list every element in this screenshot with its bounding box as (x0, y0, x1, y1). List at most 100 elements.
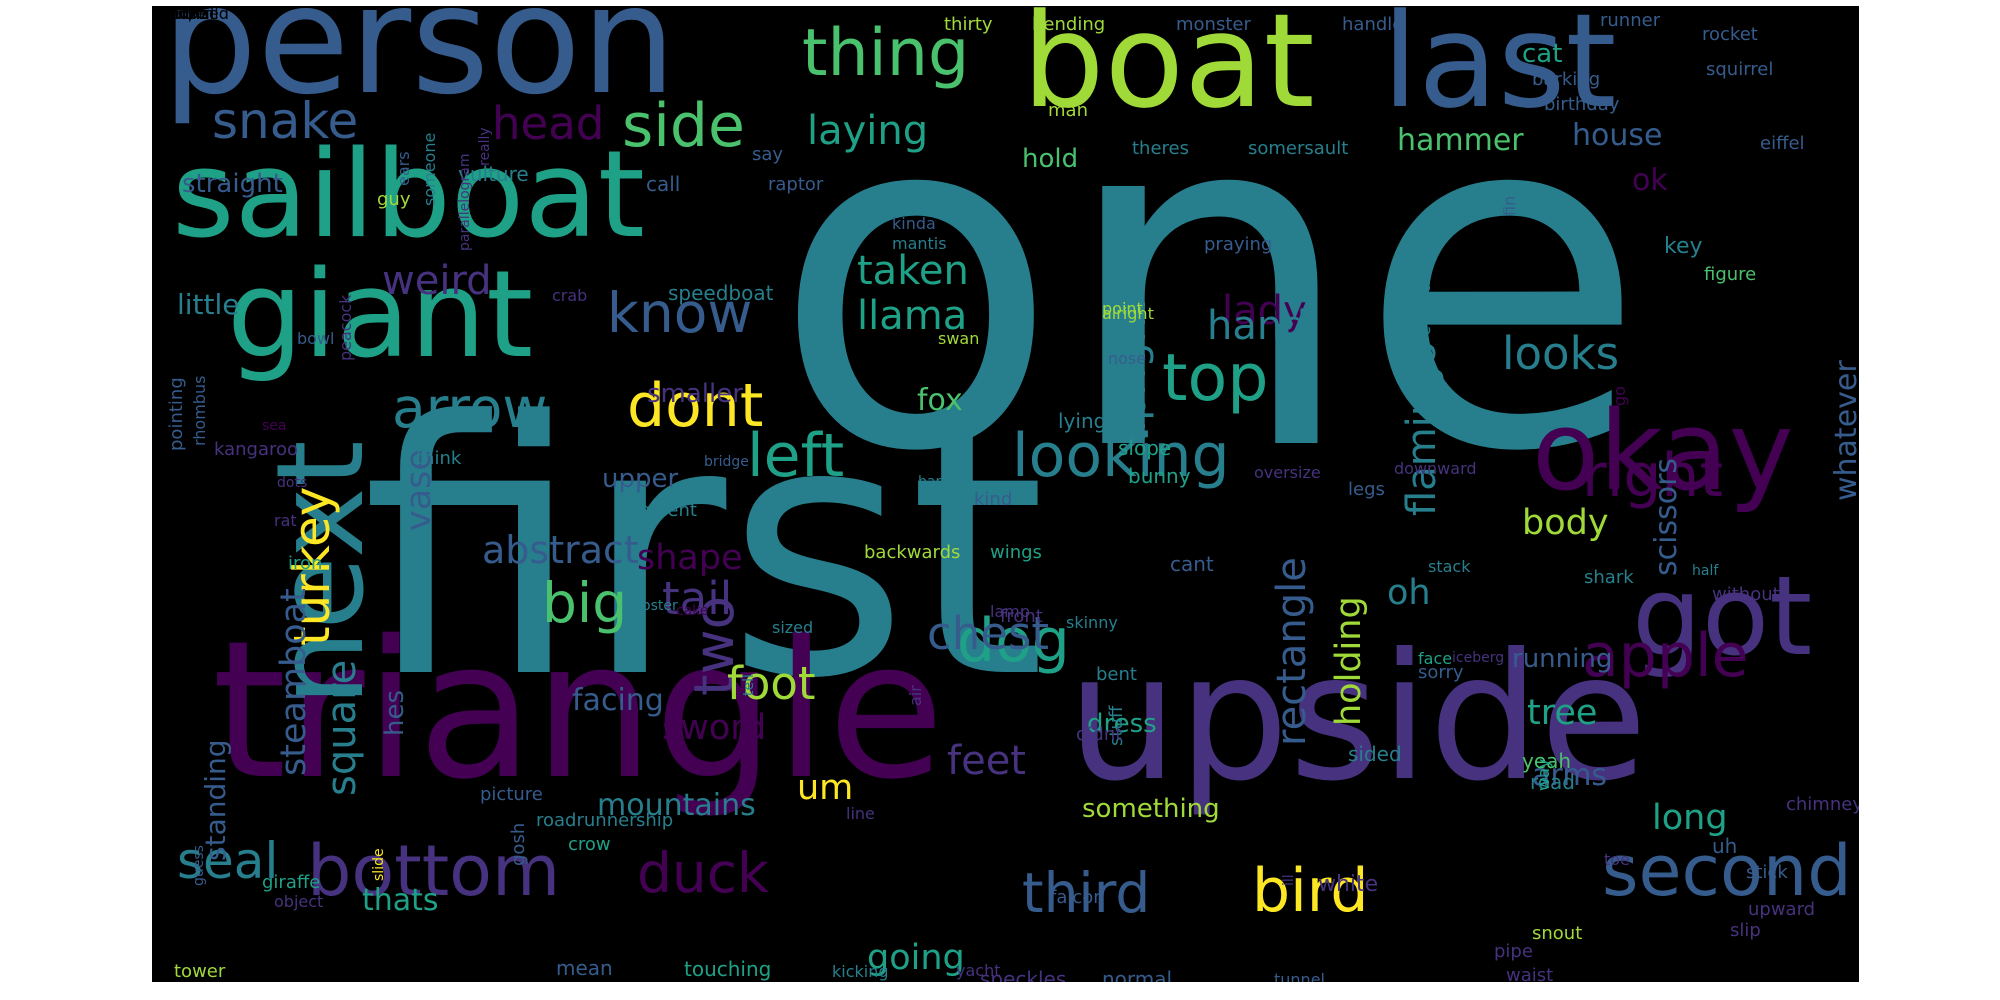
word-guy: guy (377, 189, 411, 210)
word-say: say (752, 144, 784, 165)
word-feet: feet (947, 738, 1026, 784)
word-white: white (1318, 872, 1379, 897)
word-bent: bent (1096, 664, 1137, 685)
word-slip: slip (1730, 920, 1761, 941)
word-half: half (1692, 563, 1719, 579)
word-second: second (1602, 830, 1852, 912)
word-wings: wings (990, 542, 1042, 563)
word-stack: stack (1428, 557, 1471, 576)
word-theres: theres (1132, 138, 1189, 159)
word-nose: nose (1108, 349, 1147, 368)
word-yeah: yeah (1522, 749, 1572, 773)
word-uh: uh (1712, 834, 1738, 858)
word-iron: iron (288, 553, 323, 574)
word-percent: percent (628, 500, 697, 521)
word-rhombus: rhombus (190, 375, 209, 446)
word-rooster: rooster (628, 598, 678, 614)
word-steamboat: steamboat (274, 588, 314, 776)
word-giraffe: giraffe (262, 872, 321, 893)
word-ill: ill (1281, 874, 1297, 886)
word-upper: upper (602, 464, 679, 494)
word-triangle: triangle (212, 600, 945, 821)
word-um: um (797, 768, 854, 808)
word-scissors: scissors (1649, 457, 1684, 576)
word-shark: shark (1584, 567, 1634, 588)
word-christmas: christmas (1414, 247, 1435, 336)
word-falcon: falcon (1050, 887, 1105, 908)
word-vulture: vulture (458, 162, 529, 186)
word-barn: barn (918, 474, 950, 490)
word-monster: monster (1176, 14, 1251, 35)
word-kind: kind (974, 489, 1013, 510)
word-dress: dress (1087, 709, 1157, 739)
word-double: double (152, 6, 207, 23)
word-thing: thing (802, 16, 970, 91)
word-bowl: bowl (297, 329, 335, 348)
word-left: left (747, 421, 845, 491)
word-hammer: hammer (1397, 123, 1524, 158)
word-one: one (772, 7, 1647, 554)
word-face: face (1418, 649, 1453, 668)
word-toe: toe (1604, 850, 1630, 869)
word-mean: mean (556, 956, 613, 980)
word-waist: waist (1506, 965, 1554, 983)
word-cat: cat (1522, 39, 1563, 69)
word-mantis: mantis (892, 234, 947, 253)
word-oversized: oversized (152, 6, 229, 23)
word-guess: guess (191, 845, 207, 886)
word-last: last (1382, 6, 1617, 137)
word-pipe: pipe (1494, 941, 1533, 962)
word-sword: sword (662, 708, 767, 748)
word-cant: cant (1170, 552, 1214, 576)
word-sorry: sorry (1418, 662, 1464, 683)
word-big: big (542, 571, 628, 635)
word-cake: cake (676, 603, 709, 619)
word-gosh: gosh (508, 822, 529, 866)
word-fox: fox (917, 383, 963, 418)
word-okay: okay (1532, 387, 1794, 515)
word-seal: seal (177, 832, 279, 890)
word-rectangle: rectangle (1269, 557, 1315, 746)
word-abstract: abstract (482, 528, 639, 572)
word-square: square (319, 659, 365, 796)
word-normal: normal (1102, 967, 1173, 982)
word-handle: handle (1342, 14, 1404, 35)
word-bridge: bridge (704, 454, 749, 470)
word-think: think (416, 448, 462, 469)
word-call: call (646, 172, 681, 196)
word-bunny: bunny (1128, 464, 1191, 488)
word-hand: hand (1207, 303, 1308, 349)
word-go: go (1610, 386, 1629, 406)
word-skinny: skinny (1066, 613, 1118, 632)
word-snake: snake (212, 92, 359, 150)
word-way: way (1534, 758, 1553, 791)
word-thats: thats (362, 883, 439, 918)
word-road: road (1530, 770, 1575, 794)
word-object: object (274, 892, 324, 911)
word-thirty: thirty (944, 14, 993, 35)
word-boat: boat (1022, 6, 1315, 137)
word-taken: taken (857, 248, 969, 294)
word-kinda: kinda (892, 214, 936, 233)
word-side: side (622, 91, 745, 161)
word-person: person (162, 6, 677, 128)
word-barking: barking (1532, 69, 1601, 90)
word-running: running (1512, 644, 1613, 674)
word-speckles: speckles (980, 967, 1067, 982)
word-flamingo: flamingo (1399, 341, 1445, 516)
word-sided: sided (1348, 742, 1402, 766)
word-oh: oh (1387, 573, 1431, 613)
word-got: got (1632, 552, 1813, 680)
word-going: going (867, 938, 965, 978)
word-swan: swan (938, 329, 980, 348)
word-llama: llama (857, 293, 968, 339)
word-arms: arms (1532, 758, 1608, 793)
word-point: point (1102, 299, 1143, 318)
word-parallelogram: parallelogram (457, 153, 473, 251)
word-snout: snout (1532, 923, 1583, 944)
word-iceberg: iceberg (1452, 650, 1505, 666)
word-squirrel: squirrel (1706, 59, 1774, 80)
word-arrow: arrow (392, 376, 548, 440)
word-long: long (1652, 798, 1728, 838)
